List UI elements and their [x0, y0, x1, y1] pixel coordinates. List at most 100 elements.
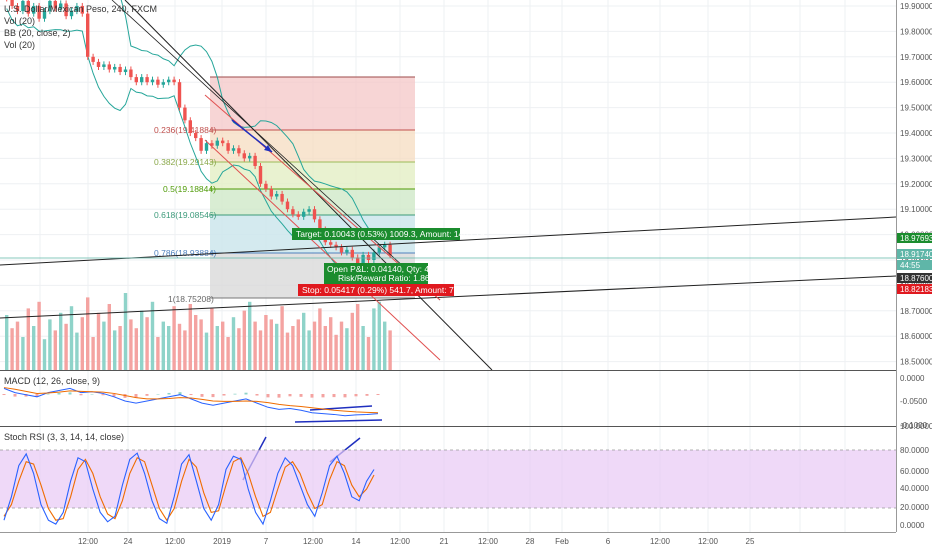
indicator-label-vol2: Vol (20) [4, 40, 35, 50]
volume-bar [280, 306, 284, 370]
volume-bar [210, 308, 214, 370]
volume-bar [329, 317, 333, 370]
volume-bar [53, 330, 57, 370]
macd-histogram-bar [101, 394, 105, 396]
candle-body [118, 66, 122, 73]
symbol-title: U.S. Dollar/Mexican Peso, 240, FXCM [4, 4, 157, 14]
volume-bar [188, 304, 192, 370]
volume-bar [253, 321, 257, 370]
bb-lower [6, 8, 391, 283]
volume-bar [75, 332, 79, 370]
candle-body [215, 140, 219, 146]
volume-bar [388, 330, 392, 370]
trend-lines[interactable] [0, 0, 897, 371]
candle-body [210, 143, 214, 146]
volume-bar [345, 328, 349, 370]
macd-histogram-bar [321, 394, 325, 398]
macd-histogram-bar [13, 394, 17, 397]
candle-body [167, 79, 171, 83]
volume-bar [48, 319, 52, 370]
candle-body [91, 56, 95, 62]
candle-body [21, 0, 25, 12]
price-tag-label: 44:55 [900, 261, 921, 270]
volume-bar [269, 319, 273, 370]
time-tick-label: 12:00 [478, 537, 499, 546]
candle-body [318, 219, 322, 230]
candle-body [194, 133, 198, 139]
time-tick-label: 24 [124, 537, 133, 546]
candle-body [388, 244, 392, 255]
macd-histogram-bar [222, 394, 226, 396]
volume-bar [291, 326, 295, 370]
volume-bar [231, 317, 236, 370]
candle-body [26, 0, 30, 14]
volume-bar [140, 310, 144, 370]
volume-bar [177, 323, 182, 370]
stoch-tick-label: 0.0000 [900, 521, 925, 530]
volume-bar [5, 315, 9, 370]
volume-bar [350, 312, 354, 370]
time-axis[interactable]: 12:00 24 12:00 2019 7 12:00 14 12:00 21 12:00 28 Fe… [78, 537, 755, 546]
candle-body [96, 61, 101, 67]
volume-bar [59, 312, 63, 370]
candle-body [280, 193, 284, 202]
volume-bar [312, 321, 317, 370]
candlesticks[interactable] [5, 0, 392, 269]
candle-body [183, 107, 187, 121]
price-tick-label: 19.20000 [900, 180, 932, 189]
bb-upper [120, 0, 391, 234]
price-tag-bg [897, 260, 932, 270]
volume-bar [42, 339, 47, 370]
price-axis[interactable]: 19.90000 19.80000 19.70000 19.60000 19.50000… [900, 2, 932, 367]
macd-histogram-bar [156, 394, 160, 395]
candle-body [37, 6, 41, 19]
time-tick-label: 6 [606, 537, 611, 546]
candle-body [150, 79, 155, 83]
macd-histogram-bar [79, 394, 83, 396]
volume-bar [307, 330, 311, 370]
macd-histogram-bar [288, 394, 292, 397]
stoch-tick-label: 40.0000 [900, 484, 929, 493]
stoch-axis: 100.0000 80.0000 60.0000 40.0000 20.0000 0.00… [900, 422, 932, 530]
price-tick-label: 19.40000 [900, 129, 932, 138]
volume-bar [10, 328, 14, 370]
macd-indicator [2, 387, 380, 417]
price-tag-label: 18.87600 [900, 274, 932, 283]
volume-bar [194, 315, 198, 370]
volume-bar [64, 323, 68, 370]
volume-bar [377, 301, 381, 370]
volume-bar [80, 317, 84, 370]
price-tick-label: 18.50000 [900, 358, 932, 367]
price-tick-label: 19.70000 [900, 53, 932, 62]
volume-bar [275, 323, 279, 370]
candle-body [258, 166, 263, 184]
candle-body [123, 69, 128, 73]
candle-body [199, 138, 203, 151]
price-tick-label: 19.10000 [900, 205, 932, 214]
macd-pane[interactable] [0, 372, 896, 426]
candle-body [237, 148, 241, 154]
legend[interactable]: U.S. Dollar/Mexican Peso, 240, FXCM Vol … [4, 4, 157, 442]
macd-histogram-bar [376, 394, 380, 396]
price-pane[interactable] [0, 0, 896, 370]
volume-bar [296, 319, 300, 370]
candle-body [350, 249, 354, 258]
long-position-tool[interactable]: Target: 0.10043 (0.53%) 1009.3, Amount: … [292, 228, 485, 296]
candle-body [242, 153, 246, 159]
macd-histogram-bar [299, 394, 303, 397]
risk-reward-label: Risk/Reward Ratio: 1.86 [338, 273, 430, 283]
candle-body [291, 209, 295, 215]
time-tick-label: 12:00 [165, 537, 186, 546]
open-pnl-label: Open P&L: 0.04140, Qty: 4615 [327, 264, 444, 274]
candle-body [177, 82, 182, 108]
volume-bar [96, 312, 101, 370]
candle-body [86, 13, 90, 57]
volume-bar [366, 337, 371, 370]
volume-bar [69, 306, 74, 370]
candle-body [59, 3, 63, 9]
signal-line [3, 387, 379, 414]
price-tick-label: 18.60000 [900, 332, 932, 341]
candle-body [296, 214, 300, 217]
candle-body [145, 77, 149, 83]
